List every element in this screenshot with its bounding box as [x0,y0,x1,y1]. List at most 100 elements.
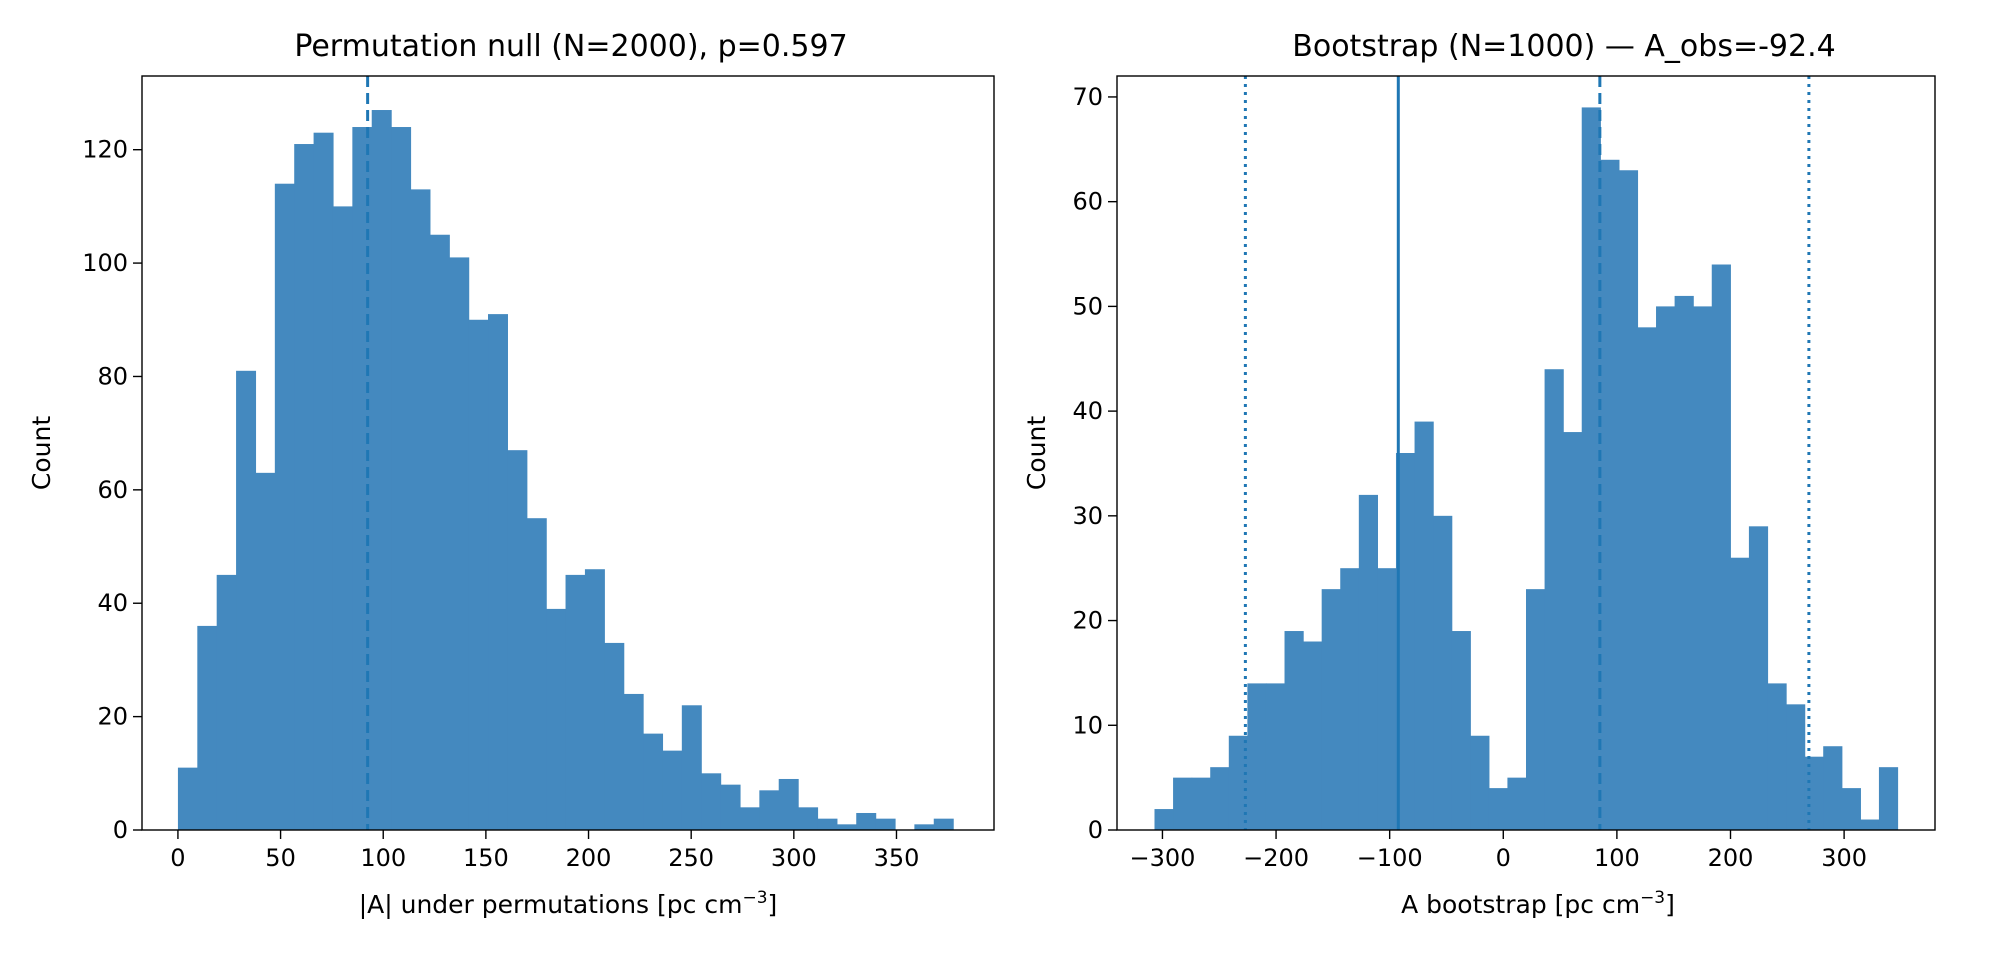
histogram-bar [468,319,489,830]
x-tick-label: 350 [874,844,920,872]
histogram-bar [1358,494,1378,830]
histogram-bar [1210,767,1230,830]
histogram-bar [216,574,237,830]
histogram-bar [798,807,819,830]
y-axis-ticks: 0 10 20 30 40 50 60 70 [1072,83,1117,844]
y-axis-label: Count [27,416,56,490]
histogram-bar [1711,264,1731,830]
histogram-bar [1748,526,1769,830]
histogram-bar [236,370,257,830]
x-tick-label: 0 [1496,844,1511,872]
histogram-bar [1265,683,1286,830]
histogram-bar [313,132,334,830]
histogram-bar [739,807,760,830]
histogram-bar [1340,568,1360,830]
histogram-bar [546,608,567,830]
x-axis-label: |A| under permutations [pc cm−3] [359,888,778,919]
histogram-bar [1767,683,1787,830]
histogram-bar [778,778,799,830]
histogram-bar [352,127,373,830]
x-tick-label: 200 [1708,844,1754,872]
bootstrap-histogram: Bootstrap (N=1000) — A_obs=-92.4 −300 −20… [1022,29,1936,919]
histogram-bar [1600,159,1620,830]
y-tick-label: 40 [97,589,128,617]
histogram-bar [623,693,644,830]
histogram-bar [526,518,547,830]
chart-title: Permutation null (N=2000), p=0.597 [294,29,847,64]
y-tick-label: 40 [1072,397,1103,425]
histogram-bar [449,257,470,830]
histogram-bar [177,767,198,830]
y-tick-label: 20 [97,703,128,731]
histogram-bar [1730,557,1750,830]
histogram-bar [1804,756,1824,830]
histogram-bar [662,750,683,830]
y-axis-label: Count [1022,416,1051,490]
histogram-bar [1173,777,1193,830]
histogram-bar [1841,788,1861,830]
histogram-bar [1303,641,1323,830]
histogram-bar [1544,369,1564,830]
histogram-bar [1656,306,1676,830]
histogram-bar [1228,735,1248,830]
x-tick-label: 100 [1594,844,1640,872]
y-tick-label: 120 [82,136,128,164]
histogram-bar [488,314,508,830]
y-axis-ticks: 0 20 40 60 80 100 120 [82,136,142,844]
histogram-bar [1154,809,1174,830]
histogram-bar [255,472,276,830]
histogram-bar [681,705,702,830]
histogram-bar [1786,704,1806,830]
y-tick-label: 20 [1072,607,1103,635]
histogram-bar [1563,432,1583,830]
x-tick-label: −100 [1357,844,1423,872]
x-tick-label: 0 [170,844,185,872]
x-tick-label: 100 [360,844,406,872]
x-tick-label: 300 [1821,844,1867,872]
histogram-bar [1488,788,1509,830]
x-axis-label: A bootstrap [pc cm−3] [1401,888,1675,919]
y-tick-label: 100 [82,249,128,277]
x-tick-label: 300 [771,844,817,872]
permutation-null-histogram: Permutation null (N=2000), p=0.597 0 50 10… [27,29,995,919]
histogram-bar [294,144,315,830]
x-axis-ticks: 0 50 100 150 200 250 300 350 [170,830,919,872]
histogram-bar [1878,767,1899,830]
y-tick-label: 60 [97,476,128,504]
histogram-bar [1433,515,1453,830]
histogram-bar [274,183,295,830]
y-tick-label: 0 [1088,816,1103,844]
x-tick-label: −200 [1243,844,1309,872]
histogram-bar [759,790,780,830]
histogram-bar [817,818,838,830]
histogram-bar [856,812,877,830]
histogram-bar [1451,631,1471,830]
x-axis-ticks: −300 −200 −100 0 100 200 300 [1129,830,1867,872]
x-tick-label: −300 [1129,844,1195,872]
histogram-bar [371,110,392,830]
histogram-bar [1470,735,1490,830]
histogram-bar [1321,589,1341,830]
y-tick-label: 10 [1072,711,1103,739]
histogram-bar [1581,107,1601,831]
histogram-bar [1395,453,1416,830]
histogram-bar [1377,568,1397,830]
histogram-bar [1526,589,1546,830]
histogram-bar [1507,777,1527,830]
histogram-bar [197,625,218,830]
y-tick-label: 50 [1072,292,1103,320]
reference-lines [1243,76,1811,830]
histogram-bar [1674,295,1694,830]
histogram-bar [701,773,722,830]
x-tick-label: 50 [265,844,296,872]
x-tick-label: 150 [463,844,509,872]
histogram-bar [391,127,412,830]
histogram-bar [584,569,605,830]
histogram-bar [914,824,935,830]
histogram-bars [177,110,954,831]
histogram-bar [1693,306,1713,830]
histogram-bar [332,206,353,830]
histogram-bar [933,818,954,830]
plot-frame [1116,75,1936,831]
